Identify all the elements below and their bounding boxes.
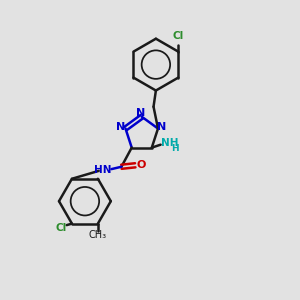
- Text: Cl: Cl: [173, 31, 184, 41]
- Text: CH₃: CH₃: [89, 230, 107, 240]
- Text: N: N: [136, 108, 145, 118]
- Text: NH: NH: [161, 138, 178, 148]
- Text: N: N: [116, 122, 125, 132]
- Text: Cl: Cl: [56, 223, 67, 233]
- Text: N: N: [158, 122, 167, 132]
- Text: HN: HN: [94, 165, 111, 175]
- Text: H: H: [172, 144, 179, 153]
- Text: O: O: [136, 160, 146, 170]
